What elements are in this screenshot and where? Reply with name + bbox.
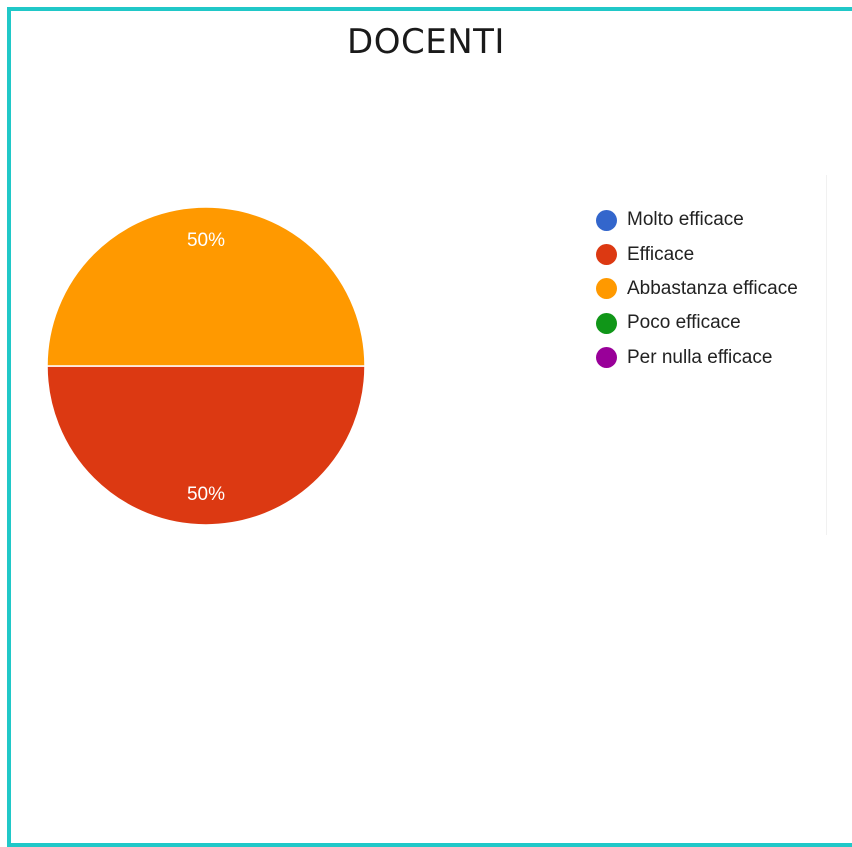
legend-label: Abbastanza efficace bbox=[627, 277, 798, 299]
legend-divider bbox=[826, 175, 827, 535]
legend-item-molto-efficace: Molto efficace bbox=[596, 203, 798, 237]
pie-slice-efficace bbox=[46, 365, 366, 526]
legend-swatch-icon bbox=[596, 278, 617, 300]
legend-item-abbastanza-efficace: Abbastanza efficace bbox=[596, 272, 798, 306]
legend-swatch-icon bbox=[596, 209, 617, 231]
legend-item-per-nulla-efficace: Per nulla efficace bbox=[596, 341, 798, 375]
pie-data-label: 50% bbox=[187, 230, 225, 251]
pie-data-label: 50% bbox=[187, 484, 225, 505]
legend-swatch-icon bbox=[596, 244, 617, 266]
legend-item-efficace: Efficace bbox=[596, 237, 798, 271]
legend-swatch-icon bbox=[596, 347, 617, 369]
legend-label: Per nulla efficace bbox=[627, 346, 773, 368]
chart-legend: Molto efficace Efficace Abbastanza effic… bbox=[596, 203, 798, 375]
legend-label: Poco efficace bbox=[627, 312, 741, 334]
legend-label: Molto efficace bbox=[627, 209, 744, 231]
chart-title: DOCENTI bbox=[347, 22, 505, 62]
legend-item-poco-efficace: Poco efficace bbox=[596, 306, 798, 340]
legend-swatch-icon bbox=[596, 312, 617, 334]
pie-slice-abbastanza-efficace bbox=[46, 206, 366, 367]
legend-label: Efficace bbox=[627, 243, 695, 265]
